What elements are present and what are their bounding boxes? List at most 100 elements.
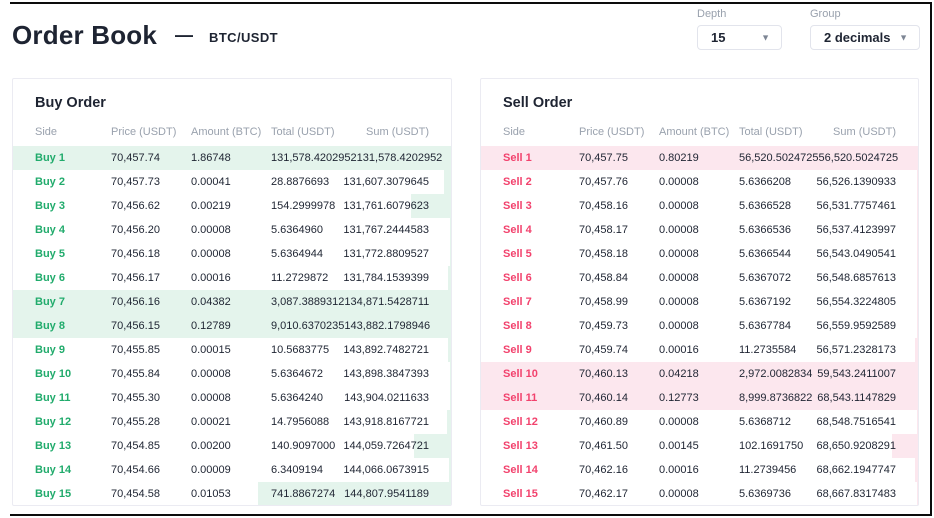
order-row: Buy 1 70,457.74 1.86748 131,578.4202952 131,… (13, 146, 451, 170)
depth-bar (449, 218, 451, 242)
order-sum: 56,520.5024725 (818, 152, 899, 164)
depth-bar (449, 386, 451, 410)
depth-bar (449, 242, 451, 266)
order-amount: 0.00008 (191, 368, 231, 380)
order-side-label: Sell 6 (503, 272, 532, 284)
depth-bar (447, 410, 451, 434)
order-total: 11.2739456 (739, 464, 797, 476)
order-total: 8,999.8736822 (739, 392, 813, 404)
depth-bar (13, 146, 451, 170)
order-side-label: Buy 9 (35, 344, 65, 356)
depth-bar (448, 266, 451, 290)
depth-control: Depth 15 ▼ (697, 8, 782, 50)
order-amount: 0.00008 (659, 320, 699, 332)
page-header: Order Book — BTC/USDT (12, 20, 278, 51)
order-price: 70,462.16 (579, 464, 628, 476)
order-side-label: Sell 2 (503, 176, 532, 188)
order-total: 5.6367072 (739, 272, 791, 284)
pair-label: BTC/USDT (209, 29, 278, 45)
order-side-label: Buy 12 (35, 416, 72, 428)
order-total: 5.6366536 (739, 224, 791, 236)
order-total: 5.6367784 (739, 320, 791, 332)
order-side-label: Sell 1 (503, 152, 532, 164)
depth-bar (448, 338, 451, 362)
order-sum: 131,761.6079623 (343, 200, 429, 212)
order-side-label: Buy 15 (35, 488, 72, 500)
order-price: 70,461.50 (579, 440, 628, 452)
column-total: Total (USDT) (739, 126, 803, 138)
order-sum: 56,571.2328173 (816, 344, 896, 356)
order-price: 70,454.58 (111, 488, 160, 500)
order-side-label: Buy 14 (35, 464, 72, 476)
order-sum: 68,667.8317483 (816, 488, 896, 500)
order-amount: 0.00016 (191, 272, 231, 284)
buy-order-panel: Buy Order Side Price (USDT) Amount (BTC)… (12, 78, 452, 506)
depth-bar (916, 266, 918, 290)
order-total: 154.2999978 (271, 200, 336, 212)
order-row: Buy 4 70,456.20 0.00008 5.6364960 131,767.24… (13, 218, 451, 242)
depth-select[interactable]: 15 ▼ (697, 25, 782, 50)
depth-bar (891, 434, 918, 458)
order-total: 5.6364672 (271, 368, 323, 380)
order-amount: 0.00008 (659, 200, 699, 212)
order-side-label: Sell 12 (503, 416, 538, 428)
order-amount: 0.00008 (191, 224, 231, 236)
order-price: 70,456.18 (111, 248, 160, 260)
column-side: Side (503, 126, 526, 138)
sell-order-title: Sell Order (503, 95, 573, 111)
order-price: 70,454.85 (111, 440, 160, 452)
order-price: 70,456.17 (111, 272, 160, 284)
order-side-label: Buy 1 (35, 152, 65, 164)
order-price: 70,454.66 (111, 464, 160, 476)
order-price: 70,458.84 (579, 272, 628, 284)
order-amount: 0.00200 (191, 440, 231, 452)
order-amount: 0.00008 (659, 488, 699, 500)
order-total: 5.6364944 (271, 248, 323, 260)
order-side-label: Sell 13 (503, 440, 538, 452)
order-row: Sell 11 70,460.14 0.12773 8,999.8736822 68,5… (481, 386, 918, 410)
order-side-label: Sell 8 (503, 320, 532, 332)
order-total: 10.5683775 (271, 344, 330, 356)
depth-bar (449, 458, 451, 482)
column-amount: Amount (BTC) (659, 126, 730, 138)
order-price: 70,457.75 (579, 152, 628, 164)
title-separator: — (175, 25, 194, 45)
column-price: Price (USDT) (111, 126, 177, 138)
order-row: Sell 15 70,462.17 0.00008 5.6369736 68,667.8… (481, 482, 918, 505)
order-sum: 143,904.0211633 (344, 392, 429, 404)
order-total: 131,578.4202952 (271, 152, 357, 164)
column-side: Side (35, 126, 58, 138)
column-total: Total (USDT) (271, 126, 335, 138)
order-price: 70,455.85 (111, 344, 160, 356)
order-amount: 0.00008 (659, 248, 699, 260)
depth-bar (449, 362, 451, 386)
sell-order-panel: Sell Order Side Price (USDT) Amount (BTC… (480, 78, 919, 506)
order-sum: 131,578.4202952 (356, 152, 443, 164)
order-row: Sell 10 70,460.13 0.04218 2,972.0082834 59,5… (481, 362, 918, 386)
depth-bar (916, 410, 918, 434)
depth-bar (443, 170, 451, 194)
order-total: 2,972.0082834 (739, 368, 813, 380)
group-select[interactable]: 2 decimals ▼ (810, 25, 920, 50)
buy-table-body: Buy 1 70,457.74 1.86748 131,578.4202952 131,… (13, 146, 451, 505)
depth-label: Depth (697, 8, 727, 20)
order-side-label: Buy 8 (35, 320, 65, 332)
order-price: 70,455.28 (111, 416, 160, 428)
order-amount: 1.86748 (191, 152, 231, 164)
order-amount: 0.00041 (191, 176, 231, 188)
order-total: 9,010.6370235 (271, 320, 345, 332)
order-total: 5.6369736 (739, 488, 791, 500)
order-total: 5.6364240 (271, 392, 323, 404)
toolbar-controls: Depth 15 ▼ Group 2 decimals ▼ (697, 8, 920, 50)
order-side-label: Sell 10 (503, 368, 538, 380)
order-side-label: Buy 10 (35, 368, 72, 380)
order-row: Sell 7 70,458.99 0.00008 5.6367192 56,554.32… (481, 290, 918, 314)
order-sum: 56,531.7757461 (816, 200, 896, 212)
order-sum: 131,784.1539399 (343, 272, 429, 284)
depth-value: 15 (711, 30, 726, 45)
order-row: Buy 10 70,455.84 0.00008 5.6364672 143,898.3… (13, 362, 451, 386)
order-side-label: Sell 15 (503, 488, 538, 500)
order-total: 28.8876693 (271, 176, 330, 188)
order-amount: 0.00021 (191, 416, 231, 428)
order-row: Buy 14 70,454.66 0.00009 6.3409194 144,066.0… (13, 458, 451, 482)
